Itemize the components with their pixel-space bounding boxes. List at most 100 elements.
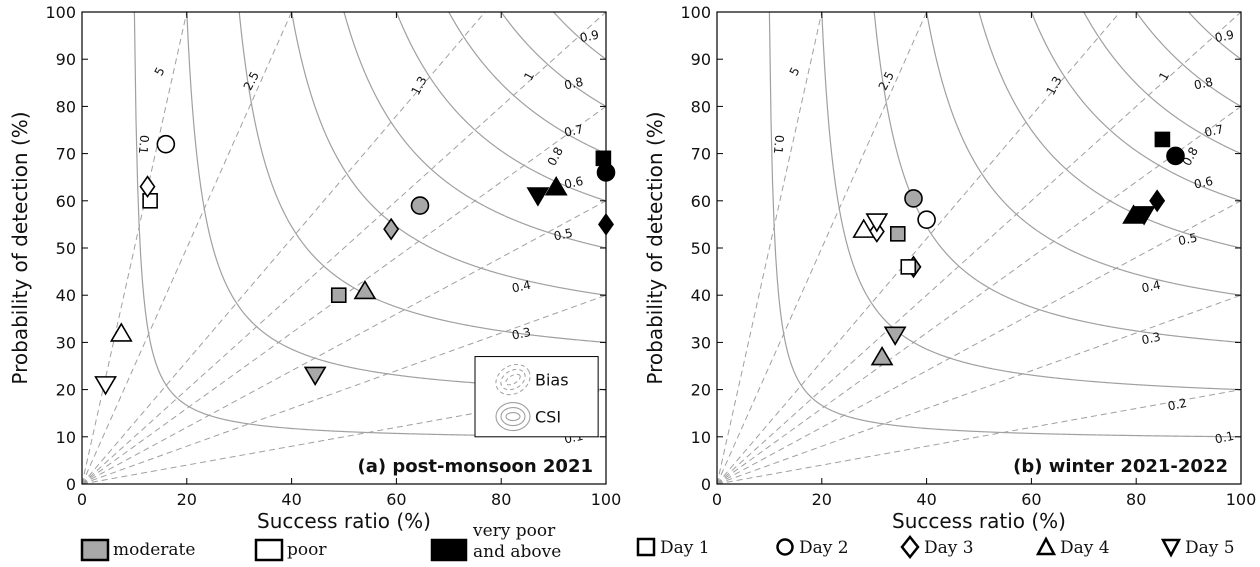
y-tick-label: 10	[691, 428, 711, 447]
panel-label: (b) winter 2021-2022	[1013, 456, 1228, 477]
y-tick-label: 70	[691, 145, 711, 164]
legend-day-5-marker	[1160, 538, 1182, 558]
y-tick-label: 90	[691, 50, 711, 69]
data-point	[889, 226, 906, 242]
data-point	[852, 218, 876, 238]
x-tick-label: 60	[1021, 490, 1041, 509]
csi-label: 0.5	[552, 226, 574, 244]
data-point	[904, 189, 923, 208]
x-tick-label: 0	[712, 490, 722, 509]
inset-legend-box	[474, 356, 599, 438]
data-point	[330, 287, 347, 304]
x-tick-label: 60	[386, 490, 406, 509]
bias-label: 1	[1156, 70, 1172, 83]
legend-moderate-swatch	[80, 538, 110, 562]
y-tick-label: 60	[691, 192, 711, 211]
y-tick-label: 30	[691, 333, 711, 352]
bias-line	[82, 12, 293, 484]
bias-line	[717, 12, 823, 484]
csi-label: 0.3	[1140, 330, 1162, 348]
csi-label: 0.5	[1177, 231, 1199, 249]
data-points	[852, 131, 1185, 366]
bias-label: 5	[152, 65, 168, 78]
legend-day-4-label: Day 4	[1060, 538, 1110, 558]
csi-curve	[553, 12, 606, 60]
csi-curve	[1030, 12, 1241, 202]
bias-label: 1.3	[408, 74, 429, 97]
legend-very-poor-label-line1: very poor	[472, 521, 556, 541]
csi-curve	[978, 12, 1241, 249]
data-point	[917, 210, 936, 229]
bias-line	[82, 12, 606, 484]
panel-label: (a) post-monsoon 2021	[358, 456, 593, 477]
legend-day-4-marker	[1035, 536, 1057, 556]
data-point	[1132, 206, 1156, 226]
legend-very-poor-swatch	[430, 538, 468, 562]
y-tick-label: 40	[691, 286, 711, 305]
y-tick-label: 80	[691, 97, 711, 116]
bias-label: 2.5	[241, 69, 262, 92]
bias-line	[717, 389, 1241, 484]
data-point	[303, 366, 327, 387]
bias-legend-icon	[495, 363, 531, 396]
bias-line	[82, 12, 188, 484]
csi-curve	[238, 12, 606, 343]
data-point	[410, 196, 430, 215]
csi-curve	[448, 12, 606, 155]
csi-curve	[395, 12, 606, 202]
bias-line	[717, 12, 1121, 484]
csi-label: 0.8	[1193, 75, 1215, 93]
csi-label: 0.8	[563, 75, 585, 93]
x-tick-label: 40	[916, 490, 936, 509]
bias-line	[717, 294, 1241, 484]
bias-line	[717, 105, 1241, 484]
bias-legend-icon	[500, 368, 526, 391]
data-point	[544, 176, 568, 196]
data-point	[142, 193, 158, 209]
panel-winter: 5 2.5 1.3 10.80.10.20.30.40.50.60.70.80.90.…	[643, 3, 1256, 533]
y-tick-label: 100	[45, 3, 76, 22]
y-tick-label: 80	[56, 97, 76, 116]
y-tick-label: 90	[56, 50, 76, 69]
data-point	[1166, 146, 1185, 166]
legend-day-2-marker	[776, 538, 794, 556]
bias-label: 2.5	[876, 69, 897, 92]
csi-label: 0.9	[579, 28, 601, 46]
legend-day-1-label: Day 1	[660, 538, 710, 558]
bias-line	[82, 12, 486, 484]
bias-label: 5	[787, 65, 803, 78]
x-tick-label: 40	[281, 490, 301, 509]
csi-label: 0.6	[563, 174, 585, 192]
bias-line	[717, 200, 1241, 484]
csi-curve	[1188, 12, 1241, 60]
bias-line	[82, 294, 606, 484]
bottom-legend: moderate poor very poor and above Day 1 D…	[80, 521, 1235, 562]
y-tick-label: 50	[691, 239, 711, 258]
y-tick-label: 70	[56, 145, 76, 164]
y-axis-label: Probability of detection (%)	[643, 111, 667, 384]
legend-very-poor-label-line2: and above	[473, 542, 561, 562]
data-point	[870, 345, 894, 366]
csi-label: 0.9	[1214, 28, 1236, 46]
bias-label: 1.3	[1043, 74, 1064, 97]
x-tick-label: 100	[1226, 490, 1257, 509]
csi-curve	[343, 12, 606, 249]
data-points	[94, 134, 616, 396]
data-point	[1154, 131, 1171, 148]
data-point	[900, 259, 917, 275]
x-axis-label: Success ratio (%)	[257, 509, 431, 533]
bias-line	[717, 12, 1241, 484]
x-axis-label: Success ratio (%)	[892, 509, 1066, 533]
bias-line	[717, 12, 928, 484]
csi-label: 0.2	[1166, 396, 1188, 414]
panel-post-monsoon: 5 2.5 1.3 10.80.10.30.40.50.60.70.80.90.10 2…	[8, 3, 621, 533]
y-tick-label: 10	[56, 428, 76, 447]
csi-curve	[1135, 12, 1241, 107]
csi-label: 0.7	[1203, 122, 1225, 140]
csi-label: 0.3	[511, 325, 533, 343]
legend-moderate-label: moderate	[113, 540, 195, 560]
csi-label-vertical: 0.1	[136, 134, 152, 154]
legend-day-3-marker	[900, 534, 920, 560]
x-tick-label: 80	[1126, 490, 1146, 509]
